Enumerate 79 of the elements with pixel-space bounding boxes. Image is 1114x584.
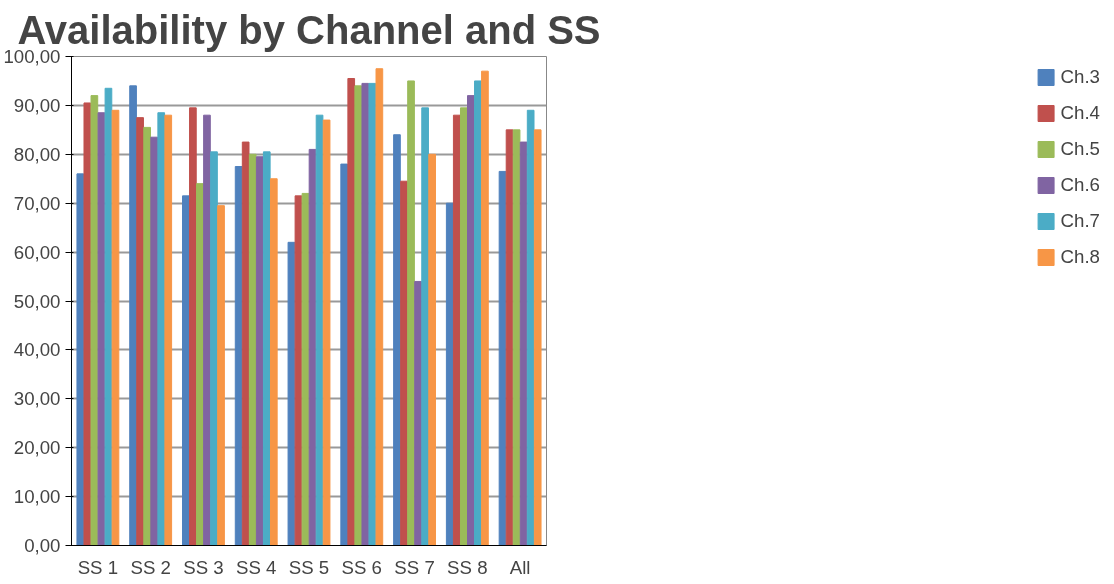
bar [234, 166, 243, 546]
x-tick-label: SS 6 [341, 556, 383, 578]
legend-label: Ch.4 [1060, 102, 1100, 124]
y-tick-label: 60,00 [13, 241, 61, 263]
x-tick-label: SS 3 [183, 556, 224, 578]
bar [354, 85, 363, 546]
bar [104, 87, 113, 546]
bar [287, 241, 296, 546]
bar [83, 102, 92, 546]
bar [210, 151, 218, 546]
y-tick-label: 40,00 [13, 339, 61, 361]
y-tick-label: 80,00 [13, 143, 61, 165]
bar [414, 280, 422, 546]
bar [203, 114, 211, 546]
bar [90, 95, 99, 546]
x-tick-label: All [509, 556, 531, 578]
x-tick-label: SS 5 [288, 556, 330, 578]
bar [428, 153, 436, 546]
bar [452, 114, 461, 546]
bar [347, 78, 356, 546]
legend-label: Ch.3 [1060, 66, 1100, 88]
bar [445, 202, 454, 546]
bar [322, 119, 331, 546]
y-tick-label: 50,00 [13, 290, 61, 312]
x-tick-label: SS 7 [394, 556, 435, 578]
bar [255, 156, 264, 546]
bar [129, 85, 137, 546]
y-tick-label: 90,00 [13, 94, 61, 116]
legend-label: Ch.6 [1060, 174, 1100, 196]
bar [164, 114, 173, 546]
bar [400, 180, 408, 546]
bar [526, 109, 535, 546]
bar [421, 107, 429, 546]
bar [519, 141, 528, 546]
bar [459, 107, 468, 546]
bar [111, 109, 120, 546]
bar [269, 178, 278, 546]
x-tick-label: SS 4 [236, 556, 277, 578]
bar [368, 82, 377, 546]
bar [474, 80, 482, 546]
bar [481, 70, 489, 546]
x-tick-label: SS 2 [130, 556, 171, 578]
bar [467, 95, 475, 546]
bar [301, 192, 310, 546]
bar [76, 173, 85, 546]
bar [189, 107, 197, 546]
bar [150, 136, 159, 546]
bar [512, 129, 521, 546]
bar [533, 129, 542, 546]
bar [498, 170, 507, 546]
y-tick-label: 70,00 [13, 192, 61, 214]
legend-label: Ch.5 [1060, 138, 1100, 160]
bar [315, 114, 324, 546]
bar [182, 195, 190, 546]
y-tick-label: 10,00 [13, 486, 61, 508]
bar [136, 117, 144, 546]
bar [393, 134, 401, 546]
bar [157, 112, 166, 546]
x-tick-label: SS 1 [77, 556, 119, 578]
y-tick-label: 20,00 [13, 437, 61, 459]
bar [340, 163, 349, 546]
y-tick-label: 0,00 [24, 535, 61, 556]
bar [143, 126, 151, 546]
bar [262, 151, 271, 546]
bar [217, 205, 225, 546]
legend-label: Ch.7 [1060, 210, 1100, 232]
bar [248, 153, 257, 546]
bar [375, 68, 384, 546]
legend-label: Ch.8 [1060, 246, 1100, 268]
bar [308, 148, 317, 546]
y-tick-label: 30,00 [13, 388, 61, 410]
x-tick-label: SS 8 [447, 556, 488, 578]
bar [505, 129, 514, 546]
bar [361, 82, 370, 546]
bar [241, 141, 250, 546]
bar [294, 195, 303, 546]
bar [196, 183, 204, 546]
bar [97, 112, 106, 546]
bar [407, 80, 415, 546]
